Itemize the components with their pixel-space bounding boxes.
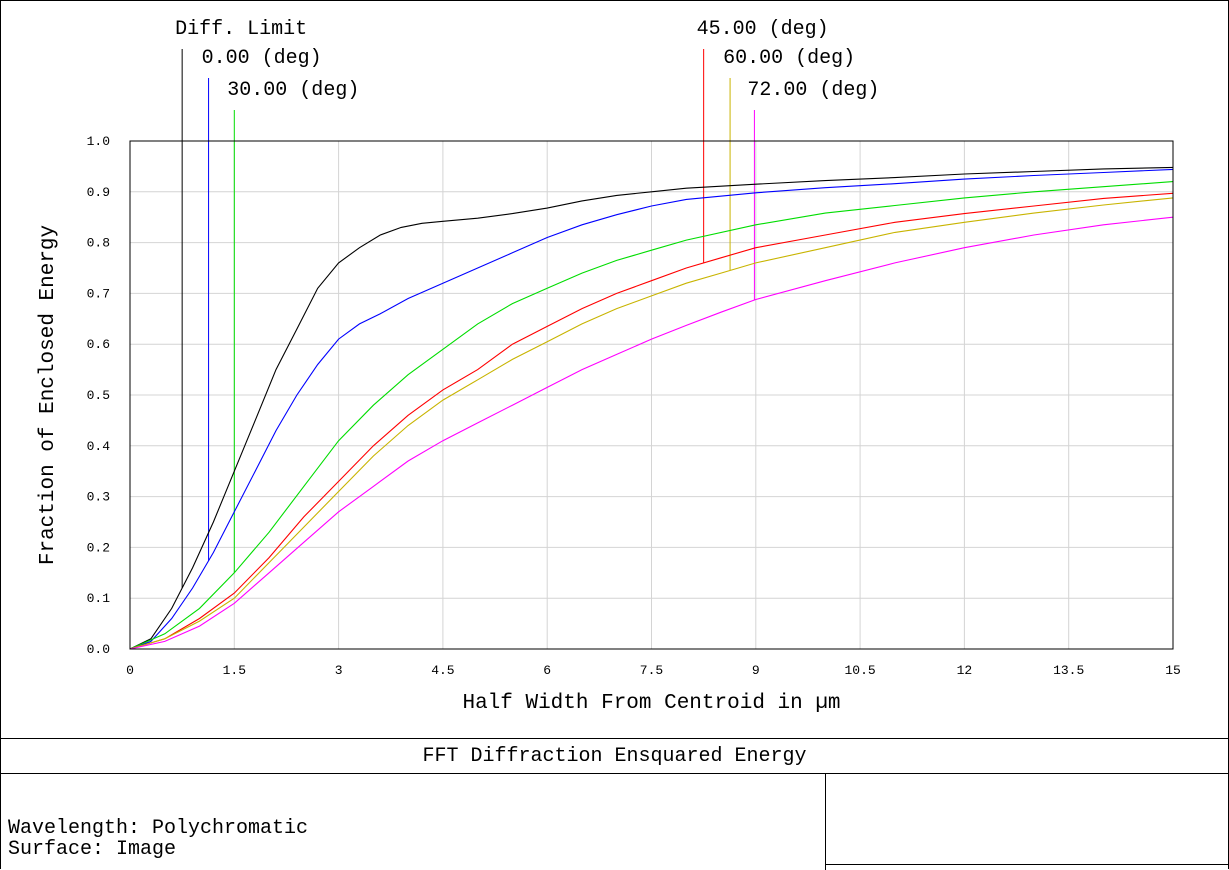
- x-tick-label: 1.5: [223, 663, 246, 678]
- series-lines: [129, 166, 1174, 650]
- series-label: 0.00 (deg): [202, 47, 322, 70]
- x-axis-label: Half Width From Centroid in µm: [462, 692, 840, 715]
- grid: [130, 140, 1173, 649]
- x-tick-label: 13.5: [1053, 663, 1084, 678]
- chart-title: FFT Diffraction Ensquared Energy: [1, 738, 1228, 774]
- y-tick-label: 0.3: [87, 490, 110, 505]
- series-labels: Diff. Limit 0.00 (deg) 30.00 (deg) 45.00 (d…: [175, 18, 879, 102]
- series-line: [129, 166, 1174, 650]
- ensquared-energy-chart: 0 1.5 3 4.5 6 7.5 9 10.5 12 13.5 15 0.00.10.20.30.…: [37, 18, 1181, 715]
- x-tick-labels: 0 1.5 3 4.5 6 7.5 9 10.5 12 13.5 15: [126, 663, 1181, 678]
- y-tick-label: 0.0: [87, 642, 110, 657]
- y-tick-labels: 0.0 0.1 0.2 0.3 0.4 0.5 0.6 0.7 0.8 0.9 1.0: [87, 134, 111, 657]
- series-label: 30.00 (deg): [227, 79, 359, 102]
- x-tick-label: 10.5: [844, 663, 875, 678]
- series-label: 45.00 (deg): [697, 18, 829, 41]
- x-tick-label: 4.5: [431, 663, 454, 678]
- series-line: [129, 181, 1174, 650]
- series-label: Diff. Limit: [175, 18, 307, 41]
- x-tick-label: 15: [1165, 663, 1181, 678]
- x-tick-label: 3: [335, 663, 343, 678]
- y-tick-label: 0.4: [87, 439, 111, 454]
- y-axis-label: Fraction of Enclosed Energy: [37, 225, 60, 565]
- x-tick-label: 12: [957, 663, 973, 678]
- x-tick-label: 6: [543, 663, 551, 678]
- y-tick-label: 1.0: [87, 134, 110, 149]
- y-tick-label: 0.9: [87, 185, 110, 200]
- wavelength-text: Wavelength: Polychromatic: [8, 817, 309, 840]
- x-tick-label: 7.5: [640, 663, 663, 678]
- x-tick-label: 0: [126, 663, 134, 678]
- series-label: 72.00 (deg): [747, 79, 879, 102]
- series-line: [129, 197, 1174, 650]
- series-line: [129, 216, 1174, 650]
- y-tick-label: 0.7: [87, 286, 110, 301]
- x-tick-label: 9: [752, 663, 760, 678]
- surface-text: Surface: Image: [8, 838, 177, 861]
- y-tick-label: 0.8: [87, 236, 110, 251]
- plot-area-border: [129, 140, 1174, 650]
- y-tick-label: 0.1: [87, 591, 111, 606]
- y-tick-label: 0.6: [87, 337, 110, 352]
- series-markers: [181, 49, 755, 589]
- y-tick-label: 0.2: [87, 540, 110, 555]
- series-label: 60.00 (deg): [723, 47, 855, 70]
- series-line: [129, 192, 1174, 650]
- info-block: Wavelength: Polychromatic Surface: Image: [8, 818, 308, 860]
- y-tick-label: 0.5: [87, 388, 110, 403]
- info-divider-horizontal: [825, 864, 1229, 865]
- info-divider-vertical: [825, 773, 826, 870]
- series-line: [129, 168, 1174, 650]
